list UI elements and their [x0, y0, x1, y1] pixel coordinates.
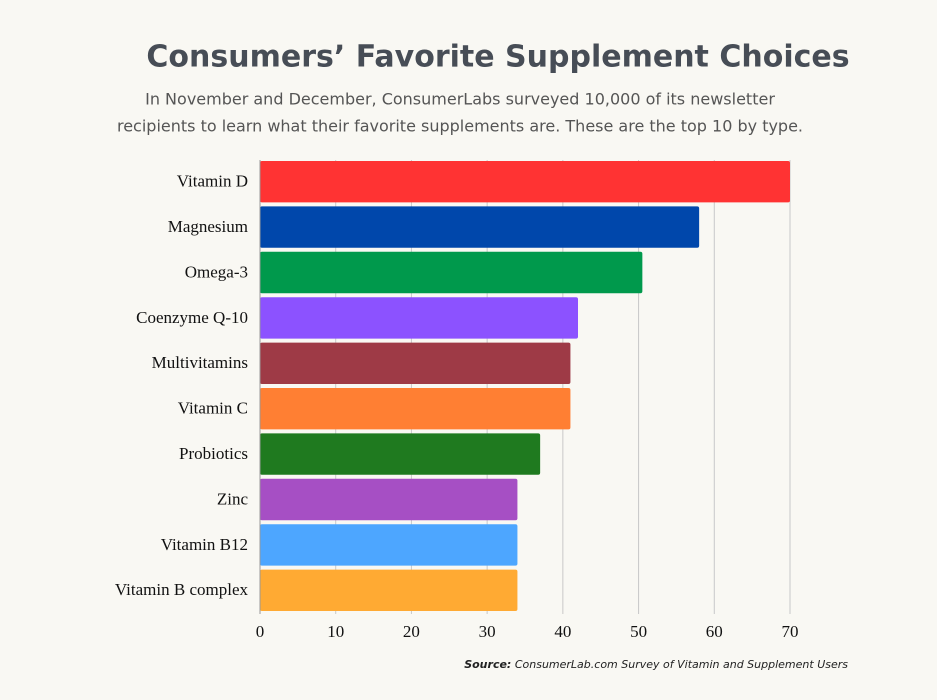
x-tick-label: 0: [256, 622, 265, 641]
subtitle: recipients to learn what their favorite …: [117, 117, 803, 136]
bar: [260, 478, 518, 521]
y-tick-label: Vitamin D: [177, 172, 248, 191]
y-tick-label: Multivitamins: [152, 353, 248, 372]
bar: [260, 342, 571, 384]
y-tick-label: Vitamin C: [178, 399, 248, 418]
bar: [260, 206, 700, 248]
y-tick-label: Omega-3: [185, 262, 248, 281]
x-tick-label: 70: [782, 622, 799, 641]
y-tick-label: Vitamin B12: [161, 535, 248, 554]
y-tick-label: Probiotics: [179, 444, 248, 463]
x-tick-label: 30: [479, 622, 496, 641]
bar: [260, 388, 571, 430]
x-tick-label: 60: [706, 622, 723, 641]
x-tick-label: 50: [630, 622, 647, 641]
bar: [260, 524, 518, 566]
bar: [260, 297, 578, 339]
y-tick-label: Coenzyme Q-10: [136, 308, 248, 327]
x-tick-label: 40: [554, 622, 571, 641]
y-tick-label: Magnesium: [168, 217, 248, 236]
y-tick-label: Zinc: [217, 489, 249, 508]
source-text: ConsumerLab.com Survey of Vitamin and Su…: [515, 658, 848, 671]
x-tick-label: 10: [327, 622, 344, 641]
x-tick-label: 20: [403, 622, 420, 641]
bar: [260, 569, 518, 611]
bar: [260, 251, 643, 294]
bar: [260, 433, 541, 475]
source-label: Source:: [464, 658, 511, 671]
chart-title: Consumers’ Favorite Supplement Choices: [146, 40, 849, 75]
source: Source: ConsumerLab.com Survey of Vitami…: [464, 658, 848, 671]
y-tick-label: Vitamin B complex: [115, 580, 249, 599]
subtitle: In November and December, ConsumerLabs s…: [145, 90, 775, 109]
bar: [260, 161, 790, 203]
